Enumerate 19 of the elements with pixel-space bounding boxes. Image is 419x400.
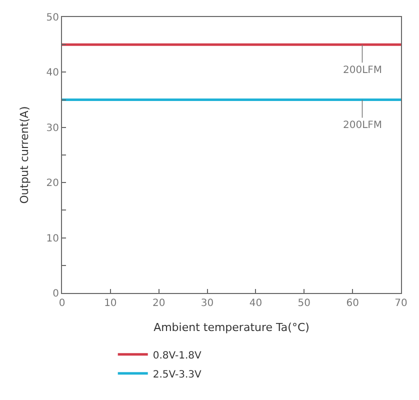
x-tick-label: 50 <box>298 298 311 309</box>
y-tick-label: 0 <box>52 288 59 300</box>
legend-label: 2.5V-3.3V <box>152 369 202 380</box>
x-tick-label: 60 <box>346 298 359 309</box>
x-tick-label: 30 <box>200 298 214 309</box>
annotation: 200LFM <box>343 120 382 131</box>
legend-label: 0.8V-1.8V <box>152 350 202 362</box>
x-tick-label: 20 <box>152 298 166 309</box>
annotation: 200LFM <box>343 65 382 76</box>
y-tick-label: 50 <box>46 12 59 24</box>
y-tick-label: 20 <box>46 178 59 190</box>
y-tick-label: 30 <box>46 122 59 134</box>
y-tick-label: 40 <box>46 68 59 79</box>
y-axis-title: Output current(A) <box>18 106 31 204</box>
y-tick-label: 10 <box>46 233 59 244</box>
x-axis-title: Ambient temperature Ta(°C) <box>154 321 310 334</box>
x-tick-label: 70 <box>394 298 408 309</box>
x-tick-label: 40 <box>249 298 262 309</box>
x-tick-label: 10 <box>104 298 117 309</box>
